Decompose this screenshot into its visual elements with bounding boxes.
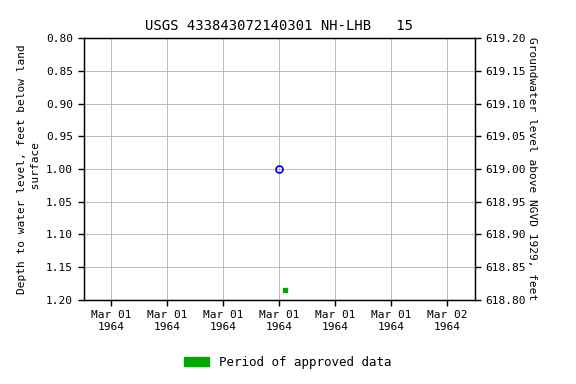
Title: USGS 433843072140301 NH-LHB   15: USGS 433843072140301 NH-LHB 15 — [145, 19, 414, 33]
Legend: Period of approved data: Period of approved data — [179, 351, 397, 374]
Y-axis label: Depth to water level, feet below land
 surface: Depth to water level, feet below land su… — [17, 44, 40, 294]
Y-axis label: Groundwater level above NGVD 1929, feet: Groundwater level above NGVD 1929, feet — [527, 37, 537, 301]
